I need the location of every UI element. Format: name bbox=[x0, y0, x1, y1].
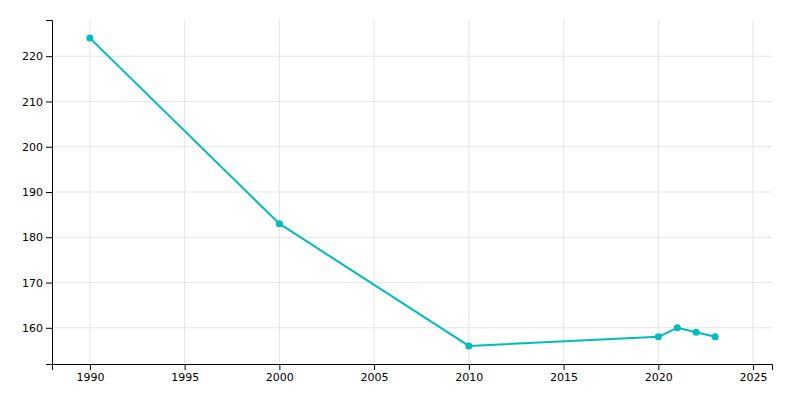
x-tick-label: 2000 bbox=[266, 371, 294, 384]
y-tick-label: 200 bbox=[22, 141, 43, 154]
x-tick: 2015 bbox=[550, 364, 578, 384]
y-tick: 210 bbox=[22, 95, 52, 108]
x-axis-line bbox=[53, 365, 773, 371]
chart-svg: 1990 1995 2000 2005 2010 2015 2020 2025 160 170 18… bbox=[0, 0, 800, 400]
x-tick: 2005 bbox=[361, 364, 389, 384]
x-tick-mark bbox=[185, 364, 186, 370]
x-tick-mark bbox=[469, 364, 470, 370]
y-tick-label: 180 bbox=[22, 231, 43, 244]
x-tick-label: 1995 bbox=[171, 371, 199, 384]
y-tick-label: 210 bbox=[22, 95, 43, 108]
y-tick: 200 bbox=[22, 141, 52, 154]
x-tick: 1990 bbox=[76, 364, 104, 384]
grid-line-y bbox=[52, 101, 772, 102]
point bbox=[86, 35, 93, 42]
y-tick-mark bbox=[46, 283, 52, 284]
x-axis: 1990 1995 2000 2005 2010 2015 2020 2025 bbox=[53, 364, 773, 384]
y-tick-mark bbox=[46, 56, 52, 57]
y-tick-mark bbox=[46, 101, 52, 102]
x-tick-label: 2010 bbox=[455, 371, 483, 384]
y-tick: 160 bbox=[22, 322, 52, 335]
x-tick-mark bbox=[753, 364, 754, 370]
x-tick-mark bbox=[374, 364, 375, 370]
line bbox=[90, 38, 715, 346]
y-tick-label: 170 bbox=[22, 277, 43, 290]
point bbox=[655, 333, 662, 340]
x-tick: 2025 bbox=[740, 364, 768, 384]
y-tick-mark bbox=[46, 192, 52, 193]
y-tick-mark bbox=[46, 328, 52, 329]
x-tick-label: 2020 bbox=[645, 371, 673, 384]
x-tick: 2000 bbox=[266, 364, 294, 384]
x-tick: 1995 bbox=[171, 364, 199, 384]
plot-area bbox=[86, 35, 718, 350]
point bbox=[712, 333, 719, 340]
y-tick-mark bbox=[46, 147, 52, 148]
x-tick: 2020 bbox=[645, 364, 673, 384]
grid bbox=[52, 20, 772, 364]
x-tick-label: 2015 bbox=[550, 371, 578, 384]
grid-line-y bbox=[52, 192, 772, 193]
x-tick-mark bbox=[564, 364, 565, 370]
x-tick-label: 1990 bbox=[76, 371, 104, 384]
x-tick-mark bbox=[658, 364, 659, 370]
grid-line-y bbox=[52, 56, 772, 57]
y-axis: 160 170 180 190 200 210 220 bbox=[22, 21, 53, 365]
y-tick: 170 bbox=[22, 277, 52, 290]
x-tick-mark bbox=[90, 364, 91, 370]
y-tick: 220 bbox=[22, 50, 52, 63]
y-tick-label: 160 bbox=[22, 322, 43, 335]
grid-line-y bbox=[52, 146, 772, 147]
y-tick: 180 bbox=[22, 231, 52, 244]
point bbox=[693, 329, 700, 336]
y-tick-label: 190 bbox=[22, 186, 43, 199]
grid-line-y bbox=[52, 237, 772, 238]
x-tick-label: 2005 bbox=[361, 371, 389, 384]
y-tick-mark bbox=[46, 237, 52, 238]
x-tick-label: 2025 bbox=[740, 371, 768, 384]
y-tick-label: 220 bbox=[22, 50, 43, 63]
y-tick: 190 bbox=[22, 186, 52, 199]
x-tick-mark bbox=[279, 364, 280, 370]
y-axis-line bbox=[46, 21, 53, 365]
chart-container: 1990 1995 2000 2005 2010 2015 2020 2025 160 170 18… bbox=[0, 0, 800, 400]
grid-line-y bbox=[52, 282, 772, 283]
point bbox=[276, 220, 283, 227]
point bbox=[465, 342, 472, 349]
grid-line-y bbox=[52, 327, 772, 328]
x-tick: 2010 bbox=[455, 364, 483, 384]
point bbox=[674, 324, 681, 331]
